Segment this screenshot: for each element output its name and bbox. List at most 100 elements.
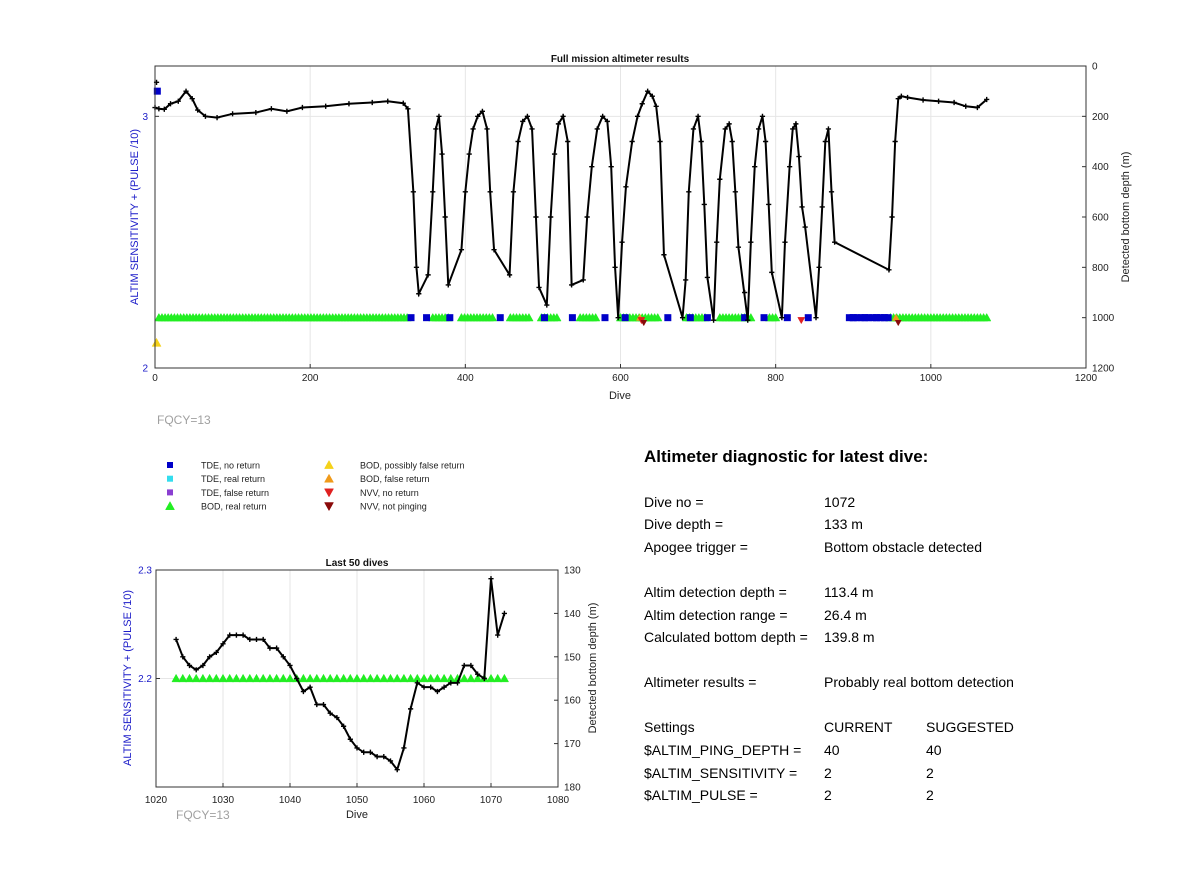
bottom-depth-marker: [481, 675, 487, 682]
top-depth-marker: [229, 111, 236, 117]
top-yl-tick-label: 2: [142, 364, 148, 375]
top-depth-marker: [400, 100, 406, 106]
top-depth-marker: [679, 315, 686, 321]
tde-no-return-marker: [446, 314, 454, 322]
top-depth-marker: [963, 103, 969, 109]
top-x-tick-label: 1200: [1075, 373, 1098, 384]
top-depth-marker: [416, 291, 422, 297]
bottom-bod-real-marker: [352, 673, 362, 683]
tde-no-return-marker: [664, 314, 672, 322]
setting-pulse-current: 2: [824, 787, 832, 803]
top-depth-marker: [645, 88, 651, 94]
diag-value-bottom-depth: 139.8 m: [824, 629, 875, 645]
top-depth-marker: [714, 239, 720, 245]
top-depth-marker: [214, 114, 220, 121]
top-yr-tick-label: 1000: [1092, 313, 1115, 324]
setting-ping-depth-current: 40: [824, 742, 840, 758]
bottom-x-tick-label: 1020: [145, 795, 168, 806]
top-depth-marker: [653, 103, 659, 109]
top-depth-marker: [683, 277, 689, 283]
bottom-bod-real-marker: [338, 673, 349, 683]
top-depth-marker: [410, 189, 416, 195]
top-depth-marker: [717, 176, 723, 182]
top-depth-marker: [787, 164, 793, 170]
bottom-depth-marker: [200, 662, 206, 669]
tde-no-return-marker: [153, 87, 161, 95]
tde-no-return-marker: [703, 314, 711, 322]
top-depth-marker: [506, 272, 513, 278]
top-depth-marker: [799, 204, 805, 210]
top-depth-marker: [748, 239, 754, 245]
top-yr-tick-label: 800: [1092, 263, 1109, 274]
top-depth-marker: [790, 126, 796, 132]
top-x-tick-label: 200: [302, 373, 319, 384]
top-depth-marker: [828, 189, 835, 195]
top-depth-marker: [551, 151, 558, 157]
tde-no-return-marker: [783, 314, 791, 322]
top-depth-marker: [167, 101, 174, 107]
bottom-bod-real-marker: [318, 673, 329, 683]
setting-sensitivity-current: 2: [824, 765, 832, 781]
top-depth-marker: [629, 138, 635, 145]
top-depth-marker: [769, 269, 775, 275]
bottom-bod-real-marker: [419, 673, 429, 683]
bottom-yr-tick-label: 180: [564, 783, 581, 794]
top-depth-marker: [161, 106, 167, 112]
top-depth-marker: [690, 126, 697, 132]
tde-no-return-marker: [869, 314, 877, 322]
legend-label: BOD, possibly false return: [360, 461, 465, 471]
bottom-yl-tick-label: 2.3: [138, 566, 152, 577]
top-depth-marker: [920, 97, 926, 103]
top-depth-marker: [802, 224, 808, 230]
bottom-bod-real-marker: [359, 673, 369, 683]
bottom-bod-real-marker: [385, 673, 396, 683]
top-depth-marker: [580, 277, 586, 283]
top-yr-tick-label: 1200: [1092, 364, 1115, 375]
tde-no-return-marker: [873, 314, 881, 322]
top-depth-marker: [732, 189, 738, 195]
bottom-depth-marker: [428, 684, 434, 690]
top-depth-marker: [565, 138, 571, 145]
top-depth-marker: [822, 138, 828, 145]
diag-label-dive-no: Dive no =: [644, 494, 704, 510]
top-depth-marker: [813, 315, 819, 321]
top-yr-tick-label: 0: [1092, 62, 1098, 73]
diag-value-results: Probably real bottom detection: [824, 674, 1014, 690]
setting-sensitivity-label: $ALTIM_SENSITIVITY =: [644, 765, 797, 781]
top-depth-marker: [253, 109, 259, 116]
bottom-bod-real-marker: [198, 673, 208, 683]
top-depth-marker: [510, 189, 517, 195]
top-depth-marker: [323, 103, 329, 109]
bottom-depth-marker: [247, 636, 253, 643]
top-depth-marker: [284, 108, 290, 114]
diag-value-detection-range: 26.4 m: [824, 607, 867, 623]
diag-label-bottom-depth: Calculated bottom depth =: [644, 629, 808, 645]
top-depth-marker: [594, 126, 600, 132]
bod-real-marker: [552, 312, 562, 322]
bottom-yr-tick-label: 160: [564, 696, 581, 707]
bottom-depth-marker: [495, 632, 501, 638]
bottom-depth-marker: [294, 675, 300, 682]
tde-no-return-marker: [423, 314, 431, 322]
bod-possibly-false-marker: [151, 337, 162, 347]
top-depth-marker: [369, 99, 375, 106]
bottom-depth-marker: [287, 662, 293, 669]
bottom-bod-real-marker: [191, 673, 201, 683]
tde-no-return-marker: [876, 314, 884, 322]
top-chart-title: Full mission altimeter results: [551, 54, 690, 65]
top-depth-marker: [515, 138, 521, 145]
legend-marker: [167, 489, 173, 496]
diag-label-dive-depth: Dive depth =: [644, 516, 723, 532]
bottom-bod-real-marker: [184, 673, 195, 683]
bottom-bod-real-marker: [426, 673, 436, 683]
diag-value-detection-depth: 113.4 m: [824, 584, 874, 600]
bottom-depth-marker: [347, 736, 353, 742]
top-depth-marker: [974, 104, 980, 111]
settings-header-suggested: SUGGESTED: [926, 719, 1014, 735]
tde-no-return-marker: [861, 314, 869, 322]
top-depth-marker: [470, 126, 476, 132]
bod-real-marker: [524, 312, 534, 322]
bottom-bod-real-marker: [171, 673, 181, 683]
legend-label: BOD, real return: [201, 502, 267, 512]
